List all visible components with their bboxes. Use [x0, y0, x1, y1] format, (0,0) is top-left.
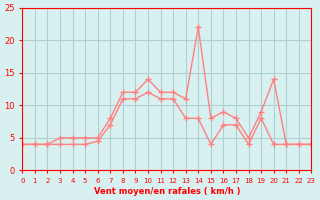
- X-axis label: Vent moyen/en rafales ( km/h ): Vent moyen/en rafales ( km/h ): [94, 187, 240, 196]
